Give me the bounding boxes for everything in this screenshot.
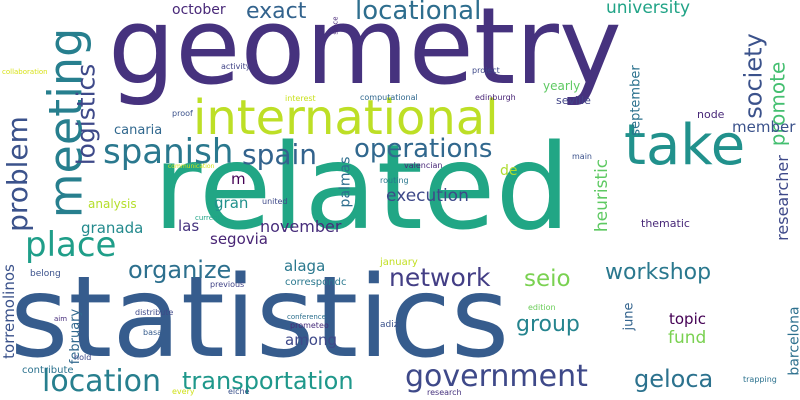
word-operations: operations [354,134,493,164]
word-take: take [624,113,746,178]
word-member: member [732,118,796,136]
word-transportation: transportation [182,367,354,395]
word-june: june [621,302,637,331]
word-university: university [606,0,691,18]
word-analysis: analysis [88,197,137,211]
word-trapping: trapping [743,375,777,384]
word-canaria: canaria [114,123,163,138]
word-proof: proof [172,109,193,118]
word-every: every [172,387,195,396]
word-october: october [172,2,226,18]
word-contribute: contribute [22,365,74,376]
word-statistics: statistics [10,253,510,383]
word-interest: interest [285,94,316,103]
word-edinburgh: edinburgh [475,93,516,102]
word-geometry: geometry [108,0,622,108]
word-node: node [697,108,725,121]
word-elche: elche [228,387,250,396]
word-among: among [285,331,338,349]
word-routing: routing [380,176,409,185]
word-computational: computational [360,93,418,102]
word-project: project [472,66,500,75]
word-basal: basal [143,328,165,337]
word-correspondc: correspondc [285,277,347,288]
word-hold: hold [74,353,92,362]
word-seio: seio [524,266,571,292]
word-november: november [260,217,342,236]
word-thematic: thematic [641,217,690,230]
word-locational: locational [355,0,482,26]
word-united: united [262,197,288,206]
word-heuristic: heuristic [592,158,613,233]
word-place: place [25,225,117,265]
word-spanish: spanish [103,132,234,172]
word-exact: exact [246,0,307,24]
word-september: september [628,65,644,136]
word-edition: edition [528,303,556,312]
word-execution: execution [386,186,469,206]
word-related: related [153,118,571,256]
word-collaboration: collaboration [2,68,48,76]
word-aim: aim [54,315,68,323]
word-group: group [516,312,580,337]
word-distribute: distribute [135,308,174,317]
word-yearly: yearly [543,79,581,93]
word-network: network [389,263,491,292]
word-organize: organize [128,256,232,284]
word-government: government [405,359,588,394]
word-communication: communication [168,163,215,170]
word-logistics: logistics [71,63,101,166]
word-fund: fund [668,328,707,348]
word-since: since [331,16,340,35]
word-researcher: researcher [772,155,792,241]
word-gran: gran [214,194,249,212]
word-belong: belong [30,269,61,279]
word-main: main [572,152,592,161]
word-international: international [193,90,499,146]
word-conference: conference [287,313,326,321]
word-valencian: valencian [404,161,443,170]
word-workshop: workshop [605,260,712,285]
word-geloca: geloca [634,365,714,393]
word-segovia: segovia [210,230,268,248]
word-prometeo: prometeo [290,321,329,330]
word-adiz: adiz [380,320,399,330]
word-m: m [231,170,246,188]
word-de: de [500,163,518,179]
word-problem: problem [0,116,34,232]
word-alaga: alaga [284,257,326,275]
word-previous: previous [210,280,245,289]
word-society: society [739,33,768,119]
word-seville: seville [556,94,591,107]
word-activity: activity [221,62,251,71]
word-las: las [178,217,200,235]
word-granada: granada [81,219,144,237]
word-research: research [427,388,462,397]
word-january: january [380,257,418,268]
word-location: location [42,364,162,399]
word-torremolinos: torremolinos [0,264,18,359]
word-current: current [195,214,221,222]
word-palmas: palmas [337,156,354,208]
word-barcelona: barcelona [786,306,800,376]
word-spain: spain [242,138,318,171]
word-topic: topic [669,310,706,328]
